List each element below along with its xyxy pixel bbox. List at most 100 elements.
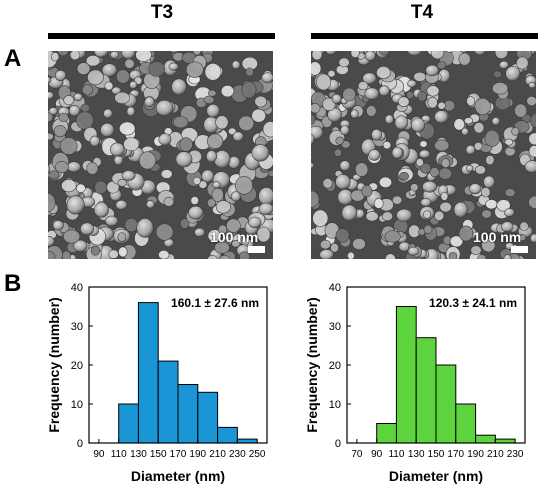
sem-t4-grain xyxy=(335,136,345,145)
sem-t3-grain xyxy=(93,202,109,218)
sem-t4-grain xyxy=(338,57,350,68)
histogram-t4-x-tick-label: 70 xyxy=(351,449,363,460)
sem-t3-grain xyxy=(213,150,231,169)
sem-t4-grain xyxy=(501,221,514,233)
sem-t3-grain xyxy=(59,137,78,155)
sem-t4-grain xyxy=(526,95,536,107)
sem-t4-grain xyxy=(481,187,491,198)
histogram-t3-x-tick-label: 150 xyxy=(150,449,167,460)
sem-t4-grain xyxy=(394,115,409,130)
histogram-t4-bar xyxy=(376,423,397,444)
sem-t4-grain xyxy=(385,253,396,259)
sem-t3-grain xyxy=(87,69,104,86)
histogram-t3-mean-annotation: 160.1 ± 27.6 nm xyxy=(171,296,259,310)
sem-t3-grain xyxy=(211,187,224,202)
sem-t3-grain xyxy=(121,170,136,181)
sem-t3-grain xyxy=(155,99,174,117)
histogram-t4-bar xyxy=(455,403,477,444)
sem-t4-grain xyxy=(514,103,527,118)
sem-t4-grain xyxy=(464,117,474,125)
sem-t4-grain xyxy=(325,51,337,56)
sem-t4-grain xyxy=(379,176,393,189)
histogram-t3-bar xyxy=(177,384,199,444)
sem-t4-grain xyxy=(311,61,322,76)
sem-t4-grain xyxy=(407,51,423,57)
sem-t4-grain xyxy=(418,149,431,159)
sem-t4-grain xyxy=(397,96,410,108)
sem-t3-grain xyxy=(254,95,267,108)
sem-t3-grain xyxy=(124,218,139,233)
histogram-t3: 0 10 20 30 40 90 110 130 150 170 190 210 230 250 Diame… xyxy=(32,275,292,490)
sem-t3-grain xyxy=(105,215,119,227)
histogram-t4-y-tick-label: 0 xyxy=(335,438,341,450)
sem-t4-grain xyxy=(426,85,440,97)
sem-t4-grain xyxy=(333,148,342,157)
sem-t3-grain xyxy=(215,200,231,214)
sem-t4-grain xyxy=(352,238,366,250)
sem-t3-grain xyxy=(192,51,202,56)
sem-t3-grain xyxy=(207,133,224,150)
sem-t4-grain xyxy=(364,51,376,61)
histogram-t3-x-tick-label: 190 xyxy=(189,449,206,460)
histogram-t3-bar xyxy=(137,302,159,444)
sem-t4-grain xyxy=(505,65,521,82)
sem-t3-grain xyxy=(94,180,108,195)
sem-t4-grain xyxy=(311,190,320,208)
sem-t4-grain xyxy=(316,73,332,91)
sem-t3-grain xyxy=(86,162,99,175)
sem-t4-grain xyxy=(342,87,356,102)
histogram-svg-t3: 0 10 20 30 40 90 110 130 150 170 190 210 230 250 Diame… xyxy=(46,282,268,484)
sem-t3-grain xyxy=(118,246,128,258)
sem-t3-grain xyxy=(218,224,228,235)
histogram-t4-y-tick-label: 10 xyxy=(329,399,341,411)
sem-t4-grain xyxy=(503,254,512,259)
sem-t3-grain xyxy=(118,121,136,136)
sem-t3-grain xyxy=(238,115,255,132)
sem-t3-grain xyxy=(185,61,204,78)
sem-t4-grain xyxy=(524,160,536,173)
sem-t4-grain xyxy=(438,167,453,180)
sem-t3-grain xyxy=(103,108,113,119)
sem-t4-grain xyxy=(311,125,324,140)
sem-t4-grain xyxy=(322,97,336,111)
sem-t3-grain xyxy=(169,51,180,54)
sem-t3-grain xyxy=(206,150,218,163)
sem-t4-grain xyxy=(437,101,446,110)
sem-t4-grain xyxy=(384,114,394,125)
sem-t3-grain xyxy=(80,103,90,113)
histogram-t3-x-tick-label: 250 xyxy=(249,449,266,460)
histogram-t4-mean-annotation: 120.3 ± 24.1 nm xyxy=(429,296,517,310)
sem-t4-grain xyxy=(410,117,426,133)
histogram-t3-bar xyxy=(197,391,219,444)
sem-t3-grain xyxy=(117,232,127,242)
histogram-t3-y-axis-label: Frequency (number) xyxy=(46,297,62,432)
column-title-t4: T4 xyxy=(410,2,434,23)
sem-t4-grain xyxy=(529,113,536,129)
sem-t4-grain xyxy=(410,183,419,192)
sem-t3-grain xyxy=(144,96,155,108)
scale-bar-t4 xyxy=(511,246,528,253)
sem-t4-grain xyxy=(493,70,502,78)
sem-t4-grain xyxy=(311,113,316,125)
histogram-t4-bar xyxy=(475,434,496,444)
sem-t3-grain xyxy=(212,181,221,189)
sem-t3-grain xyxy=(194,227,206,237)
sem-t3-grain xyxy=(231,60,241,70)
sem-t4-grain xyxy=(347,251,355,259)
sem-t3-grain xyxy=(54,69,67,82)
panel-label-b: B xyxy=(4,270,22,297)
sem-t3-grain xyxy=(85,54,101,67)
sem-t4-grain xyxy=(384,230,401,243)
sem-t4-grain xyxy=(449,235,464,248)
sem-t4-grain xyxy=(362,72,377,85)
sem-t4-grain xyxy=(419,162,432,174)
column-header-bar-t4 xyxy=(311,33,538,39)
histogram-t4-x-tick-label: 230 xyxy=(507,449,524,460)
sem-t3-grain xyxy=(110,142,125,157)
sem-t3-grain xyxy=(256,226,271,243)
sem-t3-grain xyxy=(93,51,109,58)
histogram-t3-x-tick-label: 130 xyxy=(130,449,147,460)
sem-t3-grain xyxy=(235,176,253,195)
sem-t4-grain xyxy=(485,199,498,210)
sem-t3-grain xyxy=(55,161,69,174)
